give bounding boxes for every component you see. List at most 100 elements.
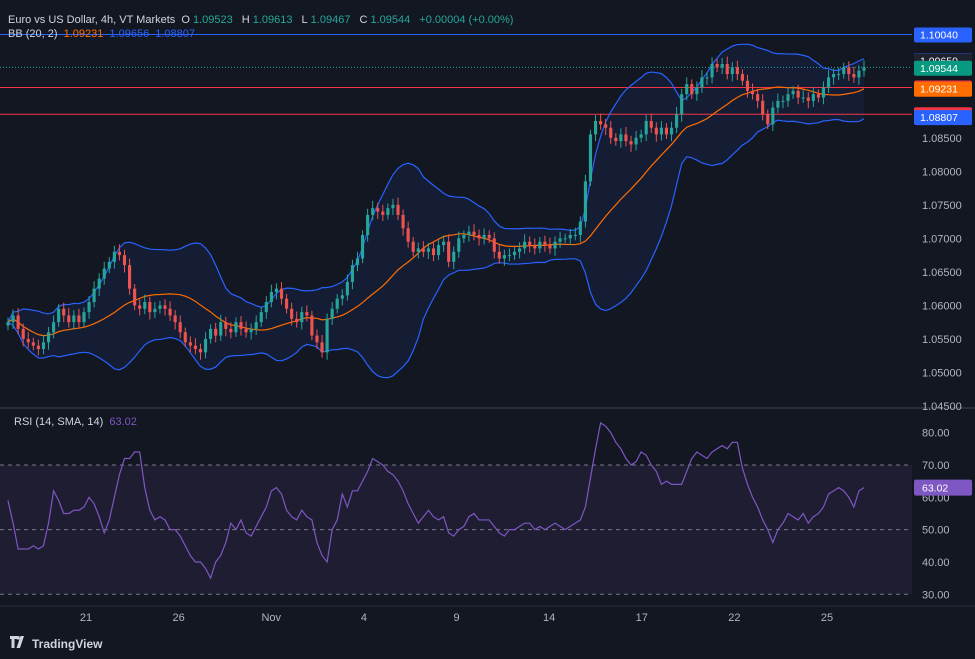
candle [705, 72, 709, 85]
candle [583, 174, 587, 228]
candle [862, 60, 866, 77]
candle [467, 225, 471, 242]
candle-body [588, 134, 593, 182]
candle-body [36, 345, 40, 349]
candle [325, 313, 329, 360]
candle [442, 235, 446, 252]
candle-body [766, 114, 770, 125]
candle-body [654, 127, 658, 135]
tradingview-logo-icon [10, 636, 28, 651]
candle [426, 243, 430, 260]
candle-body [315, 335, 319, 343]
candle-body [786, 94, 790, 101]
candle [285, 294, 289, 314]
candle-body [685, 84, 689, 95]
candle-body [523, 241, 527, 249]
candle-body [52, 322, 56, 333]
candle-body [447, 241, 451, 262]
candle [857, 65, 861, 85]
candle [447, 234, 451, 268]
candle-body [244, 328, 248, 333]
candle-body [198, 349, 203, 353]
bollinger-lines [7, 43, 865, 379]
candle-body [183, 332, 187, 343]
candle [381, 204, 385, 221]
x-tick-label: 17 [636, 612, 648, 624]
candle [386, 203, 390, 220]
candle-body [730, 67, 734, 75]
candle-body [629, 141, 633, 145]
candle-body [335, 298, 339, 309]
candle [264, 296, 268, 319]
candle [274, 283, 279, 300]
candle [295, 311, 299, 328]
low-value: 1.09467 [310, 14, 351, 26]
candle-body [811, 94, 815, 101]
horizontal-lines[interactable] [0, 33, 912, 115]
candle [639, 129, 643, 143]
high-label: H [241, 14, 250, 26]
candle [523, 234, 527, 254]
candle-body [614, 137, 618, 142]
candle [26, 332, 30, 349]
rsi-legend-value: 63.02 [109, 416, 137, 428]
candle-body [512, 251, 517, 256]
candle-body [421, 248, 425, 252]
candle-body [305, 312, 309, 316]
candle-body [715, 64, 719, 68]
candle-body [416, 248, 420, 252]
bb-legend-name: BB (20, 2) [8, 28, 58, 40]
candle [669, 121, 674, 142]
candle-body [376, 208, 380, 212]
candle [659, 121, 663, 141]
symbol-title[interactable]: Euro vs US Dollar, 4h, VT Markets [8, 14, 176, 26]
candle [664, 123, 669, 140]
candle-body [285, 298, 289, 309]
candle [153, 302, 157, 319]
candle-body [832, 74, 836, 78]
candle [685, 77, 689, 101]
y-tick-label: 1.08500 [922, 133, 962, 145]
bb-basis-value: 1.09231 [63, 28, 104, 40]
candle-body [345, 281, 349, 296]
candle-body [11, 315, 15, 323]
candle-body [761, 100, 765, 115]
candle-body [609, 127, 613, 138]
bb-lower-line [7, 118, 865, 379]
candle-body [756, 94, 760, 101]
candle-body [274, 288, 279, 292]
y-tick-label: 1.07000 [922, 233, 962, 245]
candle-body [330, 308, 334, 319]
candle [826, 70, 831, 93]
candle-body [178, 322, 182, 333]
candle [553, 236, 557, 256]
candle-body [750, 90, 755, 95]
candle [497, 244, 501, 264]
candle-body [133, 288, 137, 306]
candle [16, 308, 20, 335]
candle [127, 258, 132, 295]
x-tick-label: 25 [821, 612, 833, 624]
candle-body [138, 305, 142, 309]
candle [629, 135, 633, 152]
candle-body [148, 302, 152, 313]
candle-body [852, 74, 856, 78]
candle-body [568, 235, 572, 239]
candle-body [117, 251, 122, 256]
candle [821, 81, 826, 105]
candle-body [300, 312, 304, 323]
candle-body [573, 235, 577, 236]
rsi-legend[interactable]: RSI (14, SMA, 14) 63.02 [14, 416, 140, 428]
candle-body [457, 238, 461, 252]
candle [578, 216, 582, 243]
candle [411, 237, 415, 257]
candle [138, 299, 142, 316]
candle-body [107, 261, 111, 269]
candle [634, 131, 638, 151]
candle [340, 289, 344, 306]
tradingview-logo[interactable]: TradingView [10, 636, 102, 651]
candle-body [355, 258, 360, 266]
bb-legend[interactable]: BB (20, 2) 1.09231 1.09656 1.08807 [8, 28, 198, 40]
candle [766, 109, 770, 130]
